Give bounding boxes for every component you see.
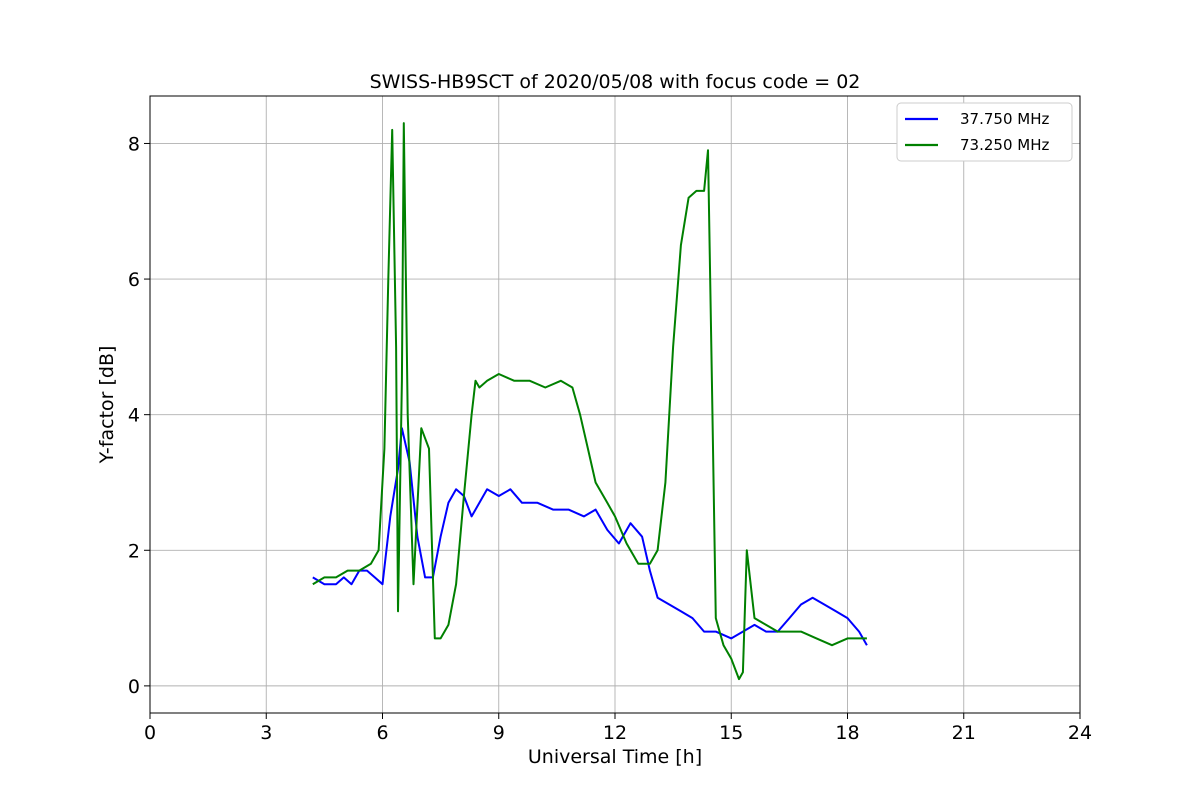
plot-series <box>312 122 868 681</box>
y-tick-label: 6 <box>128 269 140 291</box>
legend-label-37750: 37.750 MHz <box>960 110 1049 128</box>
y-tick-label: 0 <box>128 676 140 698</box>
legend-box <box>896 102 1073 162</box>
x-tick-label: 3 <box>260 722 272 744</box>
series-line-37-750-mhz <box>312 427 868 646</box>
x-tick-label: 12 <box>603 722 627 744</box>
x-axis-label: Universal Time [h] <box>528 746 702 768</box>
x-tick-label: 18 <box>835 722 859 744</box>
series-line-73-250-mhz <box>312 122 867 681</box>
x-tick-label: 9 <box>493 722 505 744</box>
legend: 37.750 MHz 73.250 MHz <box>896 102 1073 162</box>
y-tick-label: 4 <box>128 405 140 427</box>
y-tick-label: 8 <box>128 133 140 155</box>
y-axis-label: Y-factor [dB] <box>96 346 118 465</box>
x-tick-label: 24 <box>1068 722 1092 744</box>
legend-label-73250: 73.250 MHz <box>960 136 1049 154</box>
x-tick-label: 15 <box>719 722 743 744</box>
x-tick-label: 6 <box>376 722 388 744</box>
x-tick-label: 0 <box>144 722 156 744</box>
y-tick-label: 2 <box>128 540 140 562</box>
chart-title: SWISS-HB9SCT of 2020/05/08 with focus co… <box>370 71 861 93</box>
x-tick-label: 21 <box>952 722 976 744</box>
